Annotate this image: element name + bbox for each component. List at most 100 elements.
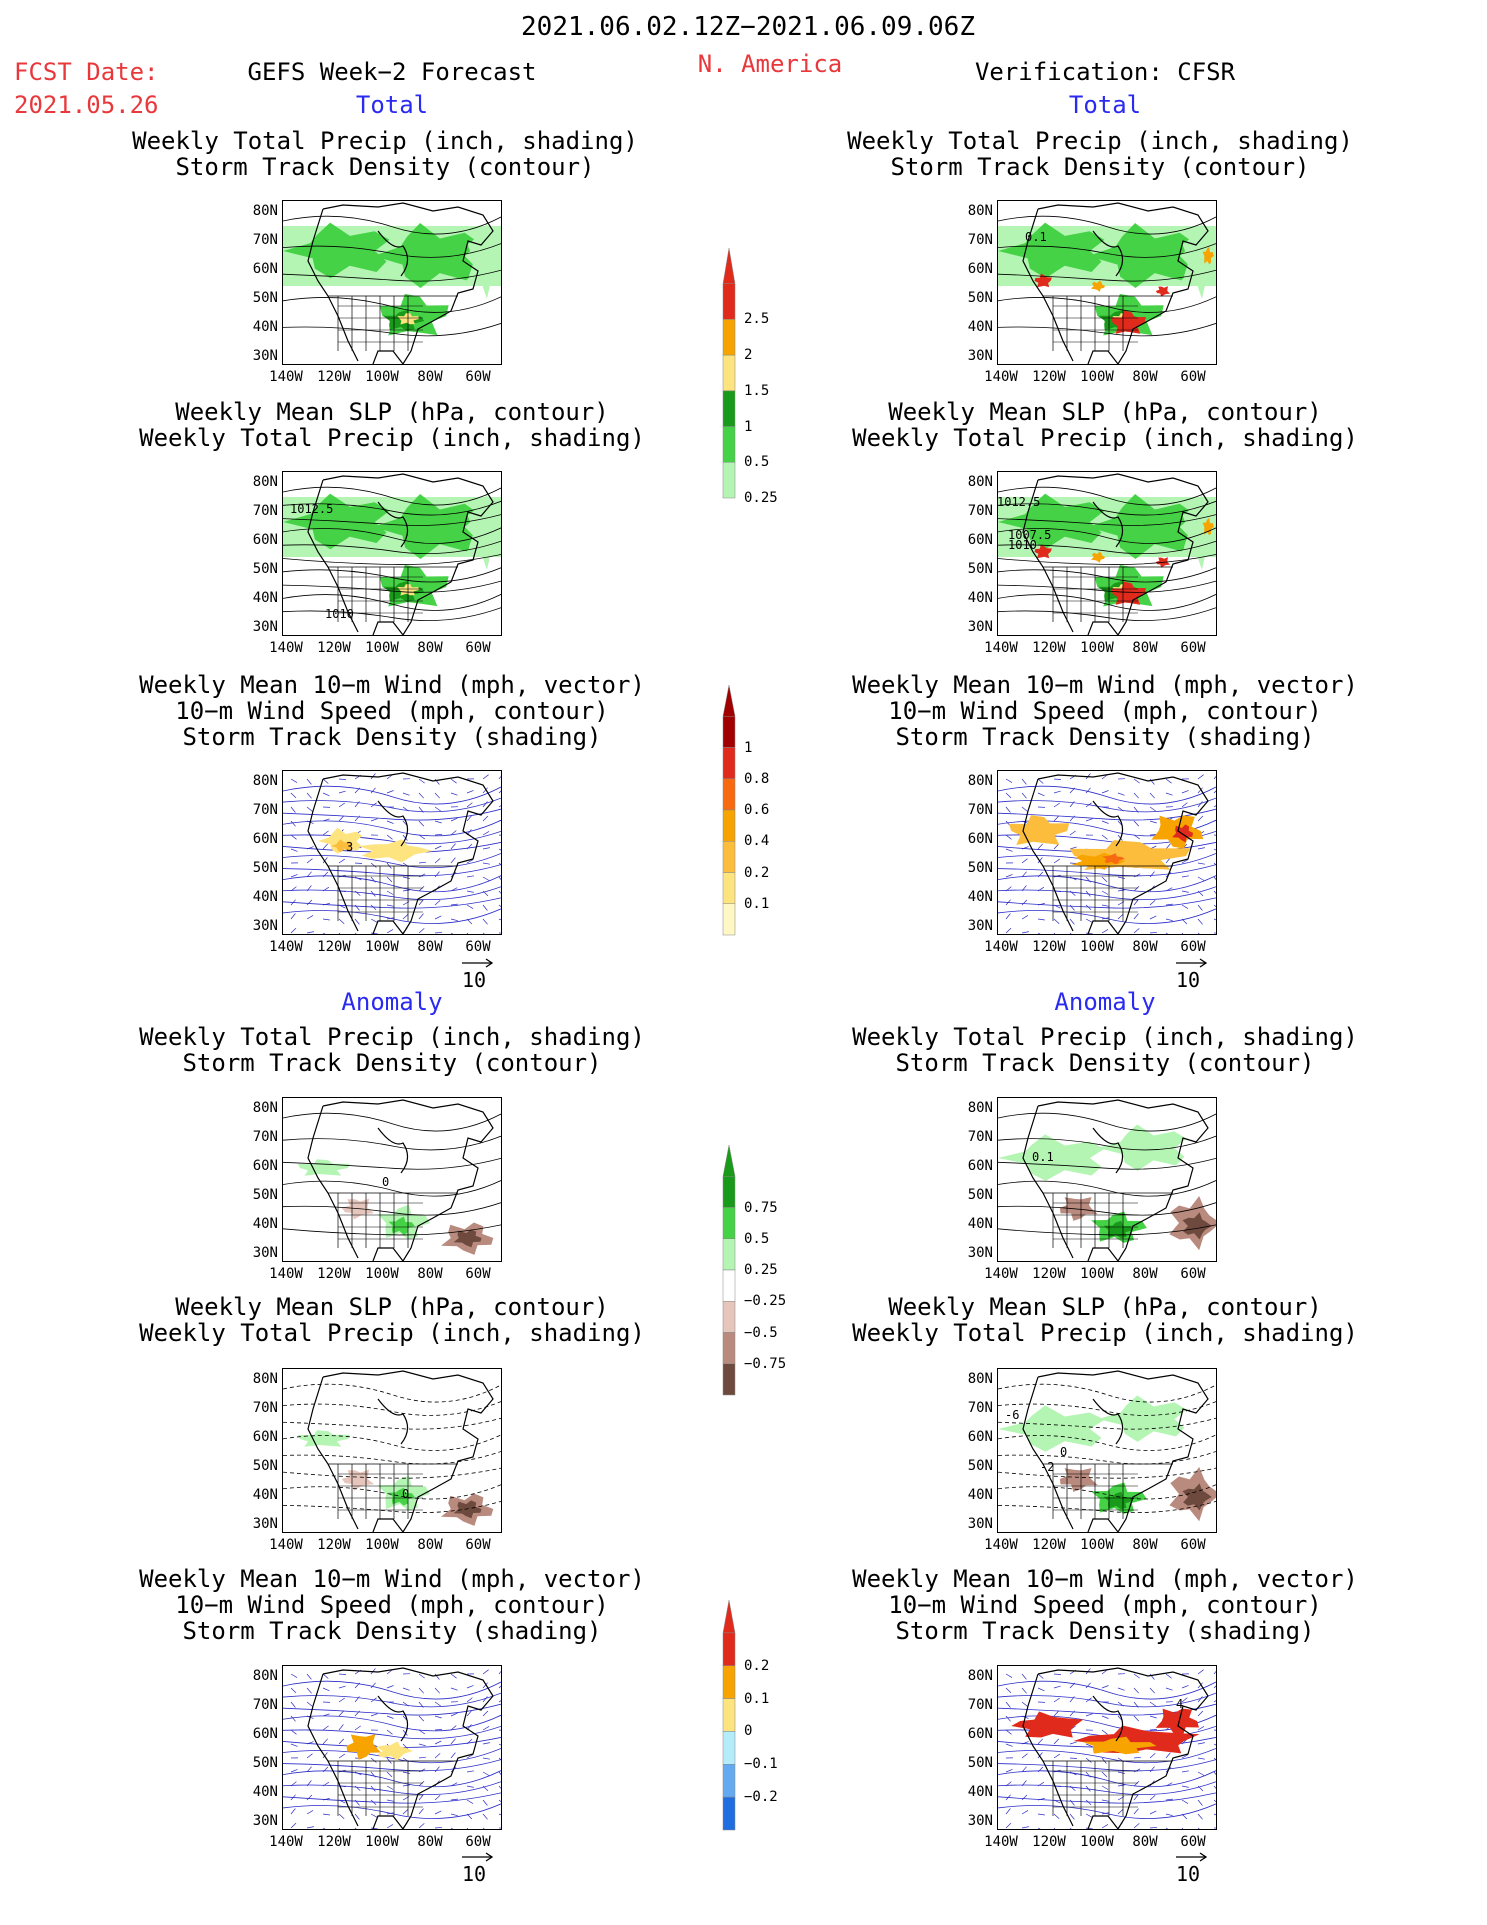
lon-tick-label: 80W — [417, 939, 443, 955]
wind-vector — [1213, 790, 1216, 794]
precip-shading — [1088, 494, 1195, 559]
wind-vector — [450, 778, 457, 784]
wind-vector — [338, 802, 345, 808]
lon-tick-label: 60W — [465, 640, 491, 656]
wind-vector — [450, 817, 458, 822]
wind-vector — [1181, 790, 1189, 794]
lon-tick-label: 140W — [269, 640, 303, 656]
colorbar-tick-label: 0.25 — [744, 1262, 778, 1278]
wind-vector — [1197, 847, 1205, 850]
wind-vector — [370, 818, 378, 822]
wind-vector — [434, 900, 441, 906]
wind-vector — [1213, 834, 1216, 836]
map-panel-fcst-wind-total — [282, 770, 502, 935]
wind-vector — [354, 1827, 357, 1829]
coastline — [307, 1370, 494, 1532]
wind-vector — [1165, 932, 1169, 934]
wind-vector — [402, 1771, 410, 1774]
wind-vector — [290, 1808, 296, 1815]
wind-vector — [1197, 862, 1205, 865]
contour-line — [283, 864, 501, 877]
wind-vector — [338, 1673, 347, 1675]
wind-vector — [434, 792, 440, 799]
wind-vector — [1021, 792, 1027, 799]
wind-vector — [450, 857, 456, 864]
lat-tick-label: 50N — [967, 561, 993, 577]
lon-tick-label: 80W — [417, 640, 443, 656]
wind-vector — [1165, 778, 1172, 784]
lon-tick-label: 60W — [465, 369, 491, 385]
wind-vector — [1117, 1771, 1125, 1774]
lon-tick-label: 120W — [1032, 1834, 1066, 1850]
colorbar-tick-label: 0 — [744, 1723, 753, 1740]
wind-vector — [466, 1710, 472, 1717]
wind-vector — [1213, 1799, 1216, 1803]
wind-vector — [386, 1785, 394, 1790]
colorbar-segment — [722, 1363, 736, 1396]
wind-vector — [1053, 778, 1062, 780]
wind-vector — [1053, 932, 1056, 934]
wind-vector — [1165, 1827, 1169, 1829]
lat-tick-label: 80N — [967, 474, 993, 490]
lon-tick-label: 140W — [269, 1266, 303, 1282]
lon-tick-label: 140W — [269, 369, 303, 385]
precip-shading — [373, 223, 480, 288]
lon-tick-label: 100W — [1080, 640, 1114, 656]
wind-vector — [386, 1685, 394, 1689]
contour-line — [998, 580, 1216, 593]
wind-vector — [1101, 1771, 1108, 1778]
contour-line — [283, 808, 501, 821]
lon-tick-label: 100W — [365, 1266, 399, 1282]
storm-anomaly-shading — [346, 1734, 381, 1760]
wind-vector — [1021, 1753, 1028, 1759]
wind-vector — [450, 1752, 456, 1759]
wind-vector — [498, 862, 501, 866]
contour-line — [998, 323, 1216, 337]
wind-vector — [1165, 903, 1173, 906]
wind-vector — [418, 820, 425, 827]
wind-vector — [306, 1753, 313, 1759]
lat-tick-label: 30N — [967, 1516, 993, 1532]
wind-vector — [418, 886, 425, 892]
lon-tick-label: 60W — [1180, 939, 1206, 955]
contour-line — [998, 875, 1216, 893]
contour-line — [283, 580, 501, 593]
wind-vector — [1197, 918, 1203, 925]
storm-anomaly-shading — [1155, 1708, 1199, 1736]
wind-vector — [1117, 834, 1123, 841]
lon-tick-label: 100W — [1080, 1834, 1114, 1850]
wind-vector — [370, 1713, 378, 1717]
wind-vector — [434, 1810, 442, 1815]
wind-vector — [1101, 904, 1109, 907]
colorbar-tick-label: 0.4 — [744, 833, 770, 850]
wind-vector — [1021, 1701, 1028, 1707]
wind-vector — [434, 1766, 440, 1773]
title-fcst-slp-anom: Weekly Mean SLP (hPa, contour) Weekly To… — [139, 1293, 645, 1347]
wind-vector — [466, 1685, 474, 1689]
wind-vector — [1133, 1756, 1141, 1759]
wind-vector — [338, 1753, 345, 1759]
wind-vector — [1197, 801, 1203, 808]
wind-vector — [338, 918, 345, 924]
wind-vector — [1101, 1824, 1109, 1829]
wind-vector — [482, 847, 490, 850]
lat-tick-label: 80N — [252, 1371, 278, 1387]
fcst-date-value: 2021.05.26 — [14, 91, 159, 119]
lat-tick-label: 60N — [967, 1158, 993, 1174]
contour-line — [283, 819, 501, 837]
wind-vector — [1037, 1752, 1043, 1759]
contour-line — [283, 908, 501, 925]
wind-vector — [1037, 1687, 1045, 1692]
wind-vector — [418, 1687, 424, 1694]
wind-vector — [290, 1822, 297, 1829]
wind-vector — [1133, 928, 1140, 934]
wind-vector — [1181, 1799, 1189, 1804]
precip-shading — [1202, 246, 1214, 265]
wind-vector — [1101, 1685, 1109, 1689]
coastline — [307, 202, 494, 364]
colorbar-segment — [722, 841, 736, 873]
wind-vector — [322, 1738, 328, 1745]
lon-tick-label: 120W — [317, 369, 351, 385]
lat-tick-label: 60N — [967, 1726, 993, 1742]
colorbar-segment — [722, 716, 736, 748]
